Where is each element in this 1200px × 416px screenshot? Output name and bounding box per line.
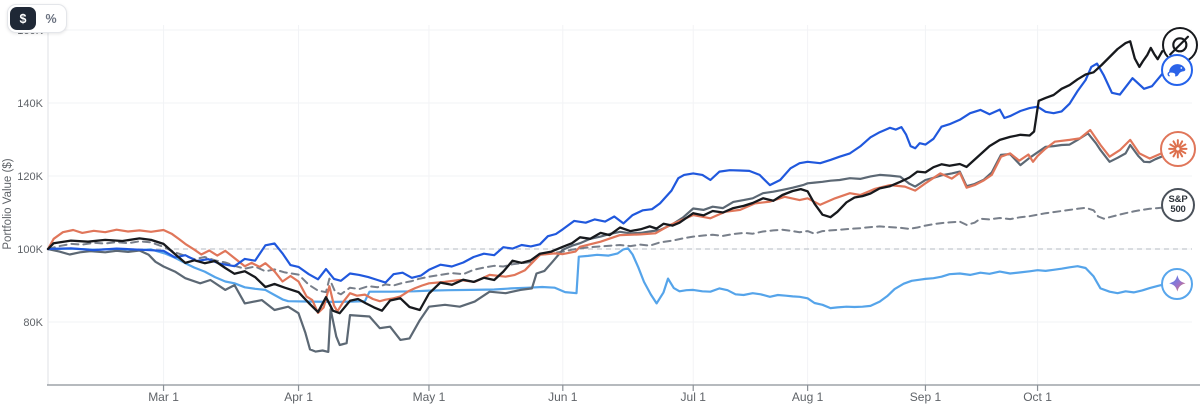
y-tick-label: 100K — [17, 244, 43, 256]
series-line-grok[interactable] — [46, 40, 1164, 315]
series-line-gray-unlabeled[interactable] — [46, 132, 1164, 353]
gemini-sparkle-icon — [1168, 275, 1186, 292]
x-tick-label: Mar 1 — [148, 390, 179, 404]
legend-icon-gemini[interactable] — [1161, 267, 1193, 300]
series-line-deepseek[interactable] — [46, 62, 1164, 284]
x-tick-label: Sep 1 — [910, 390, 942, 404]
series-line-sp500[interactable] — [47, 206, 1166, 296]
y-tick-label: 80K — [23, 317, 43, 329]
x-tick-label: Oct 1 — [1023, 390, 1052, 404]
x-tick-label: Jul 1 — [681, 390, 707, 404]
series-line-gemini[interactable] — [46, 247, 1164, 310]
grok-logo-icon — [1169, 35, 1190, 56]
unit-toggle: $ % — [7, 4, 67, 33]
x-tick-label: Jun 1 — [548, 390, 578, 404]
legend-icon-deepseek[interactable] — [1161, 54, 1193, 87]
x-tick-label: Aug 1 — [792, 390, 824, 404]
dollar-toggle-button[interactable]: $ — [10, 7, 36, 30]
y-tick-label: 120K — [17, 171, 43, 183]
claude-starburst-icon — [1168, 138, 1188, 159]
percent-toggle-button[interactable]: % — [38, 7, 64, 30]
deepseek-whale-icon — [1167, 63, 1185, 77]
sp500-text-badge: S&P 500 — [1169, 195, 1188, 215]
x-tick-label: May 1 — [413, 390, 446, 404]
y-tick-label: 140K — [17, 98, 43, 110]
legend-icon-claude[interactable] — [1160, 130, 1196, 167]
x-tick-label: Apr 1 — [284, 390, 313, 404]
sp500-label-top: S&P — [1168, 194, 1188, 206]
sp500-label-bottom: 500 — [1170, 204, 1186, 216]
legend-icon-sp500[interactable]: S&P 500 — [1161, 188, 1195, 223]
series-line-claude[interactable] — [46, 128, 1164, 314]
